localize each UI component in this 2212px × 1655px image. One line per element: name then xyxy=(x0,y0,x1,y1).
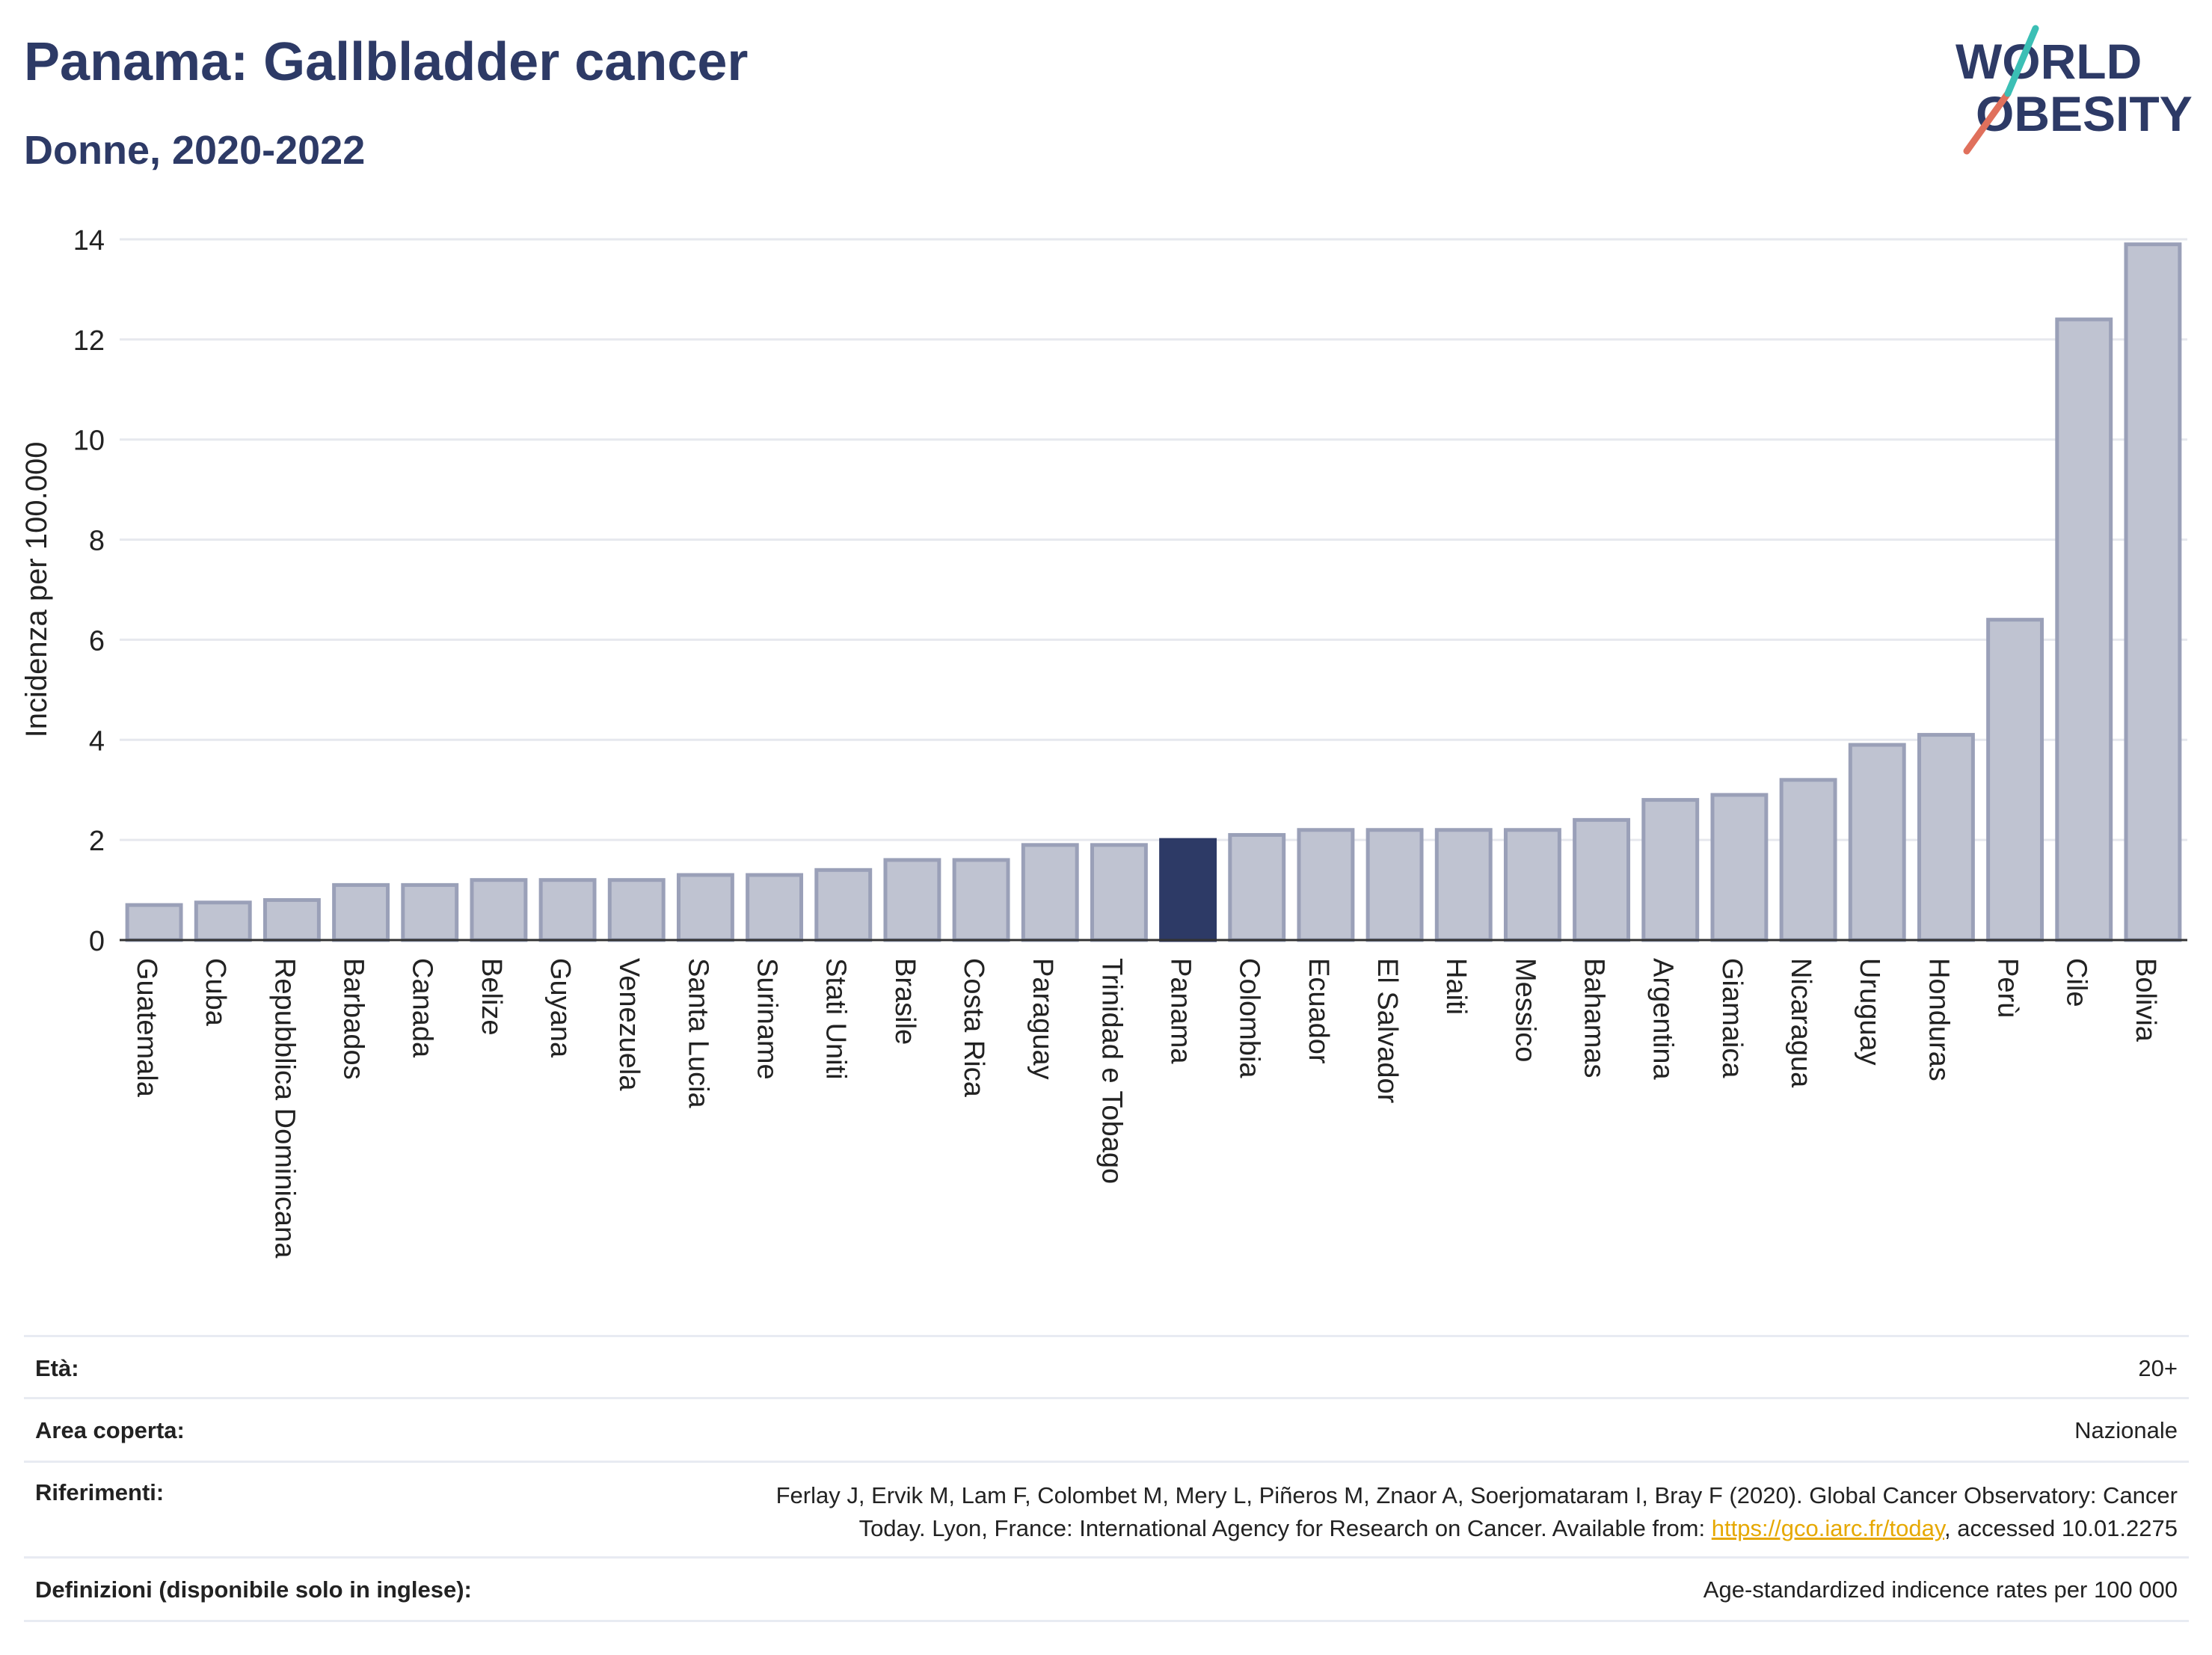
x-tick-label: Stati Uniti xyxy=(820,958,852,1080)
eta-value: 20+ xyxy=(2138,1355,2178,1381)
x-tick-label: Giamaica xyxy=(1716,958,1748,1078)
references-label: Riferimenti: xyxy=(35,1479,165,1505)
bar-barbados xyxy=(332,882,390,942)
area-label: Area coperta: xyxy=(35,1417,185,1443)
y-tick-label: 12 xyxy=(73,325,105,357)
bar-belize xyxy=(470,878,528,942)
bar-repubblica-dominicana xyxy=(262,897,321,942)
chart-subtitle: Donne, 2020-2022 xyxy=(24,128,366,173)
bar-bolivia xyxy=(2124,242,2182,942)
bar-canada xyxy=(401,882,459,942)
bar-uruguay xyxy=(1848,743,1906,942)
x-tick-label: Cile xyxy=(2061,958,2092,1007)
bar-bahamas xyxy=(1573,817,1631,942)
bar-guatemala xyxy=(125,903,183,942)
y-tick-label: 8 xyxy=(89,526,105,557)
bar-el-salvador xyxy=(1365,828,1424,942)
bar-nicaragua xyxy=(1779,778,1837,942)
x-tick-label: Colombia xyxy=(1234,958,1265,1078)
x-tick-label: Trinidad e Tobago xyxy=(1096,958,1127,1184)
x-tick-label: Honduras xyxy=(1923,958,1954,1081)
x-tick-label: Santa Lucia xyxy=(682,958,713,1109)
x-tick-label: Costa Rica xyxy=(958,958,989,1098)
y-axis-ticks: 0 2 4 6 8 10 12 14 xyxy=(73,225,105,957)
x-tick-label: Brasile xyxy=(889,958,921,1045)
x-tick-label: Paraguay xyxy=(1027,958,1058,1080)
meta-row-definitions: Definizioni (disponibile solo in inglese… xyxy=(24,1556,2189,1622)
references-accessed: , accessed 10.01.2275 xyxy=(1944,1515,2178,1541)
metadata-table: Età: 20+ Area coperta: Nazionale Riferim… xyxy=(24,1335,2189,1622)
bar-colombia xyxy=(1228,832,1286,942)
x-tick-label: Venezuela xyxy=(613,958,645,1091)
x-axis-labels: Guatemala Cuba Repubblica Dominicana Barbad… xyxy=(131,958,2161,1259)
x-tick-label: Ecuador xyxy=(1303,958,1334,1064)
bar-perù xyxy=(1986,618,2044,942)
meta-row-references: Riferimenti: Ferlay J, Ervik M, Lam F, C… xyxy=(24,1461,2189,1556)
x-tick-label: Perù xyxy=(1992,958,2024,1018)
bar-santa-lucia xyxy=(676,873,734,942)
y-tick-label: 2 xyxy=(89,826,105,857)
bar-paraguay xyxy=(1021,843,1079,942)
logo-slash-red xyxy=(1963,90,2012,155)
x-tick-label: Bahamas xyxy=(1579,958,1610,1078)
x-tick-label: Uruguay xyxy=(1854,958,1885,1066)
bar-cile xyxy=(2055,317,2113,942)
bars xyxy=(125,242,2182,942)
logo-slash-teal xyxy=(2004,25,2039,97)
x-tick-label: Guatemala xyxy=(131,958,162,1098)
definitions-value: Age-standardized indicence rates per 100… xyxy=(1703,1576,2178,1603)
bar-argentina xyxy=(1641,798,1700,942)
bar-giamaica xyxy=(1710,793,1769,942)
bar-ecuador xyxy=(1297,828,1355,942)
y-tick-label: 4 xyxy=(89,725,105,757)
bar-stati-uniti xyxy=(814,868,873,942)
world-obesity-logo: WORLD OBESITY xyxy=(1956,25,2193,155)
y-tick-label: 10 xyxy=(73,426,105,457)
y-tick-label: 6 xyxy=(89,625,105,657)
x-tick-label: Bolivia xyxy=(2130,958,2161,1043)
bar-venezuela xyxy=(607,878,666,942)
definitions-label: Definizioni (disponibile solo in inglese… xyxy=(35,1576,472,1603)
bar-haiti xyxy=(1434,828,1493,942)
x-tick-label: Nicaragua xyxy=(1785,958,1816,1088)
chart-title: Panama: Gallbladder cancer xyxy=(24,32,749,92)
eta-label: Età: xyxy=(35,1355,79,1381)
references-value: Ferlay J, Ervik M, Lam F, Colombet M, Me… xyxy=(458,1479,2178,1545)
x-tick-label: Guyana xyxy=(544,958,576,1058)
area-value: Nazionale xyxy=(2074,1417,2178,1443)
y-axis-label: Incidenza per 100.000 xyxy=(20,442,53,738)
meta-row-area: Area coperta: Nazionale xyxy=(24,1397,2189,1461)
x-tick-label: Canada xyxy=(407,958,438,1058)
logo-line1: WORLD xyxy=(1956,34,2142,89)
x-tick-label: Belize xyxy=(476,958,507,1036)
x-tick-label: Cuba xyxy=(200,958,231,1027)
logo-line2: OBESITY xyxy=(1976,86,2193,141)
references-line1: Ferlay J, Ervik M, Lam F, Colombet M, Me… xyxy=(775,1482,2178,1508)
x-tick-label: Panama xyxy=(1165,958,1196,1064)
bar-trinidad-e-tobago xyxy=(1090,843,1148,942)
x-tick-label: Repubblica Dominicana xyxy=(268,958,300,1259)
y-tick-label: 0 xyxy=(89,926,105,957)
x-tick-label: Suriname xyxy=(752,958,783,1080)
bar-suriname xyxy=(746,873,804,942)
references-link[interactable]: https://gco.iarc.fr/today xyxy=(1711,1515,1945,1541)
bar-panama xyxy=(1159,838,1217,942)
gridlines xyxy=(120,238,2187,841)
x-tick-label: Messico xyxy=(1509,958,1540,1062)
x-tick-label: El Salvador xyxy=(1371,958,1403,1104)
bar-honduras xyxy=(1917,733,1975,942)
y-tick-label: 14 xyxy=(73,225,105,257)
meta-row-eta: Età: 20+ xyxy=(24,1335,2189,1397)
bar-guyana xyxy=(538,878,597,942)
bar-chart: 0 2 4 6 8 10 12 14 Guatemala Cuba Repubblica Domi… xyxy=(20,225,2187,1259)
bar-cuba xyxy=(194,900,252,942)
x-tick-label: Argentina xyxy=(1647,958,1679,1081)
bar-messico xyxy=(1503,828,1561,942)
references-line2: Today. Lyon, France: International Agenc… xyxy=(858,1515,1712,1541)
x-tick-label: Barbados xyxy=(338,958,369,1080)
bar-costa-rica xyxy=(952,858,1010,942)
bar-brasile xyxy=(883,858,941,942)
x-tick-label: Haiti xyxy=(1440,958,1472,1015)
